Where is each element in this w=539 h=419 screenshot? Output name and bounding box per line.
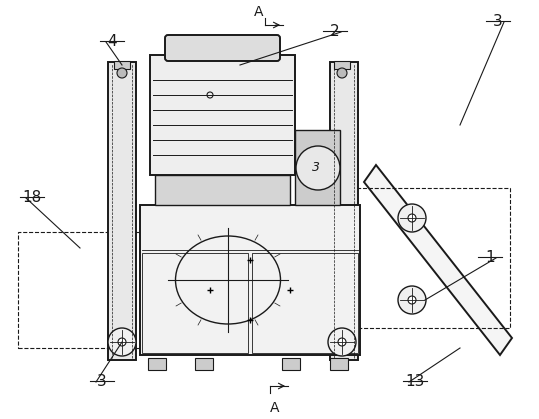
Bar [150, 55, 295, 175]
Bar [252, 253, 358, 353]
Bar [295, 130, 340, 205]
Bar [155, 175, 290, 205]
Text: 3: 3 [493, 15, 503, 29]
Bar [330, 62, 358, 360]
Text: 3: 3 [312, 161, 320, 174]
Polygon shape [364, 165, 512, 355]
Circle shape [398, 286, 426, 314]
Bar [282, 358, 300, 370]
Circle shape [108, 328, 136, 356]
Bar [108, 62, 136, 360]
Text: 2: 2 [330, 24, 340, 39]
Circle shape [337, 68, 347, 78]
Circle shape [328, 328, 356, 356]
Bar [114, 61, 130, 69]
Text: 3: 3 [97, 375, 107, 390]
Circle shape [408, 214, 416, 222]
Text: A: A [270, 401, 280, 415]
Circle shape [398, 204, 426, 232]
Circle shape [117, 68, 127, 78]
Bar [142, 253, 248, 353]
Bar [334, 61, 350, 69]
Text: 1: 1 [485, 251, 495, 266]
Circle shape [338, 338, 346, 346]
Circle shape [118, 338, 126, 346]
Circle shape [408, 296, 416, 304]
Bar [330, 358, 348, 370]
Text: A: A [254, 5, 264, 19]
FancyBboxPatch shape [165, 35, 280, 61]
Bar [140, 205, 360, 355]
Text: 18: 18 [23, 191, 42, 205]
Bar [18, 232, 250, 348]
Bar [148, 358, 166, 370]
Text: 4: 4 [107, 34, 117, 49]
Bar [340, 188, 510, 328]
Bar [195, 358, 213, 370]
Circle shape [296, 146, 340, 190]
Text: 13: 13 [405, 375, 425, 390]
